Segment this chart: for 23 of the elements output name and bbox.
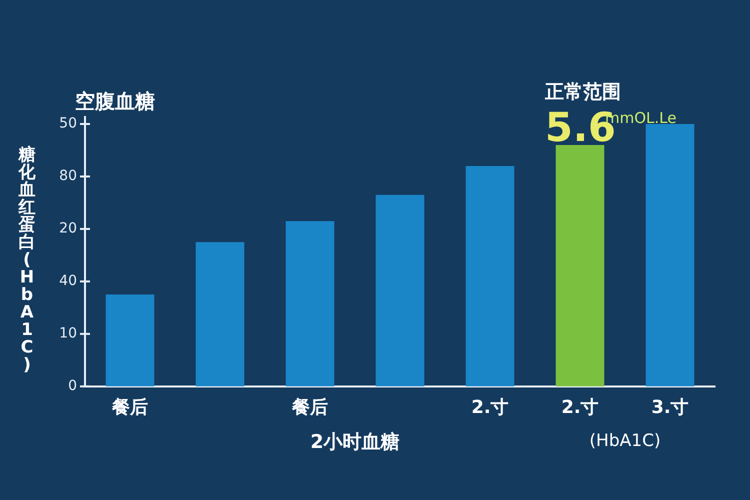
bar [196,242,244,386]
x-tick-label: 2.寸 [471,396,509,418]
bar [646,124,694,386]
x-axis-title: 2小时血糖 [310,431,400,453]
text: 80 [59,168,77,184]
bar [106,294,154,386]
x-tick-label: 餐后 [111,396,148,418]
chart-title: 空腹血糖 [75,89,155,113]
text: 40 [59,273,77,290]
bar [286,221,334,386]
x-tick-label: 3.寸 [651,396,689,418]
text: 糖化血红蛋白(HbA1C) [18,145,36,375]
text: 10 [59,326,77,342]
text: 50 [59,116,77,132]
x-tick-label: 餐后 [291,396,328,418]
text: 20 [59,220,77,237]
bar [376,194,424,386]
bar [466,166,514,386]
text: 正常范围 [544,81,621,103]
bar [556,144,604,386]
text: 0 [68,378,77,394]
x-tick-label: 2.寸 [561,396,599,418]
text: (HbA1C) [589,431,661,451]
